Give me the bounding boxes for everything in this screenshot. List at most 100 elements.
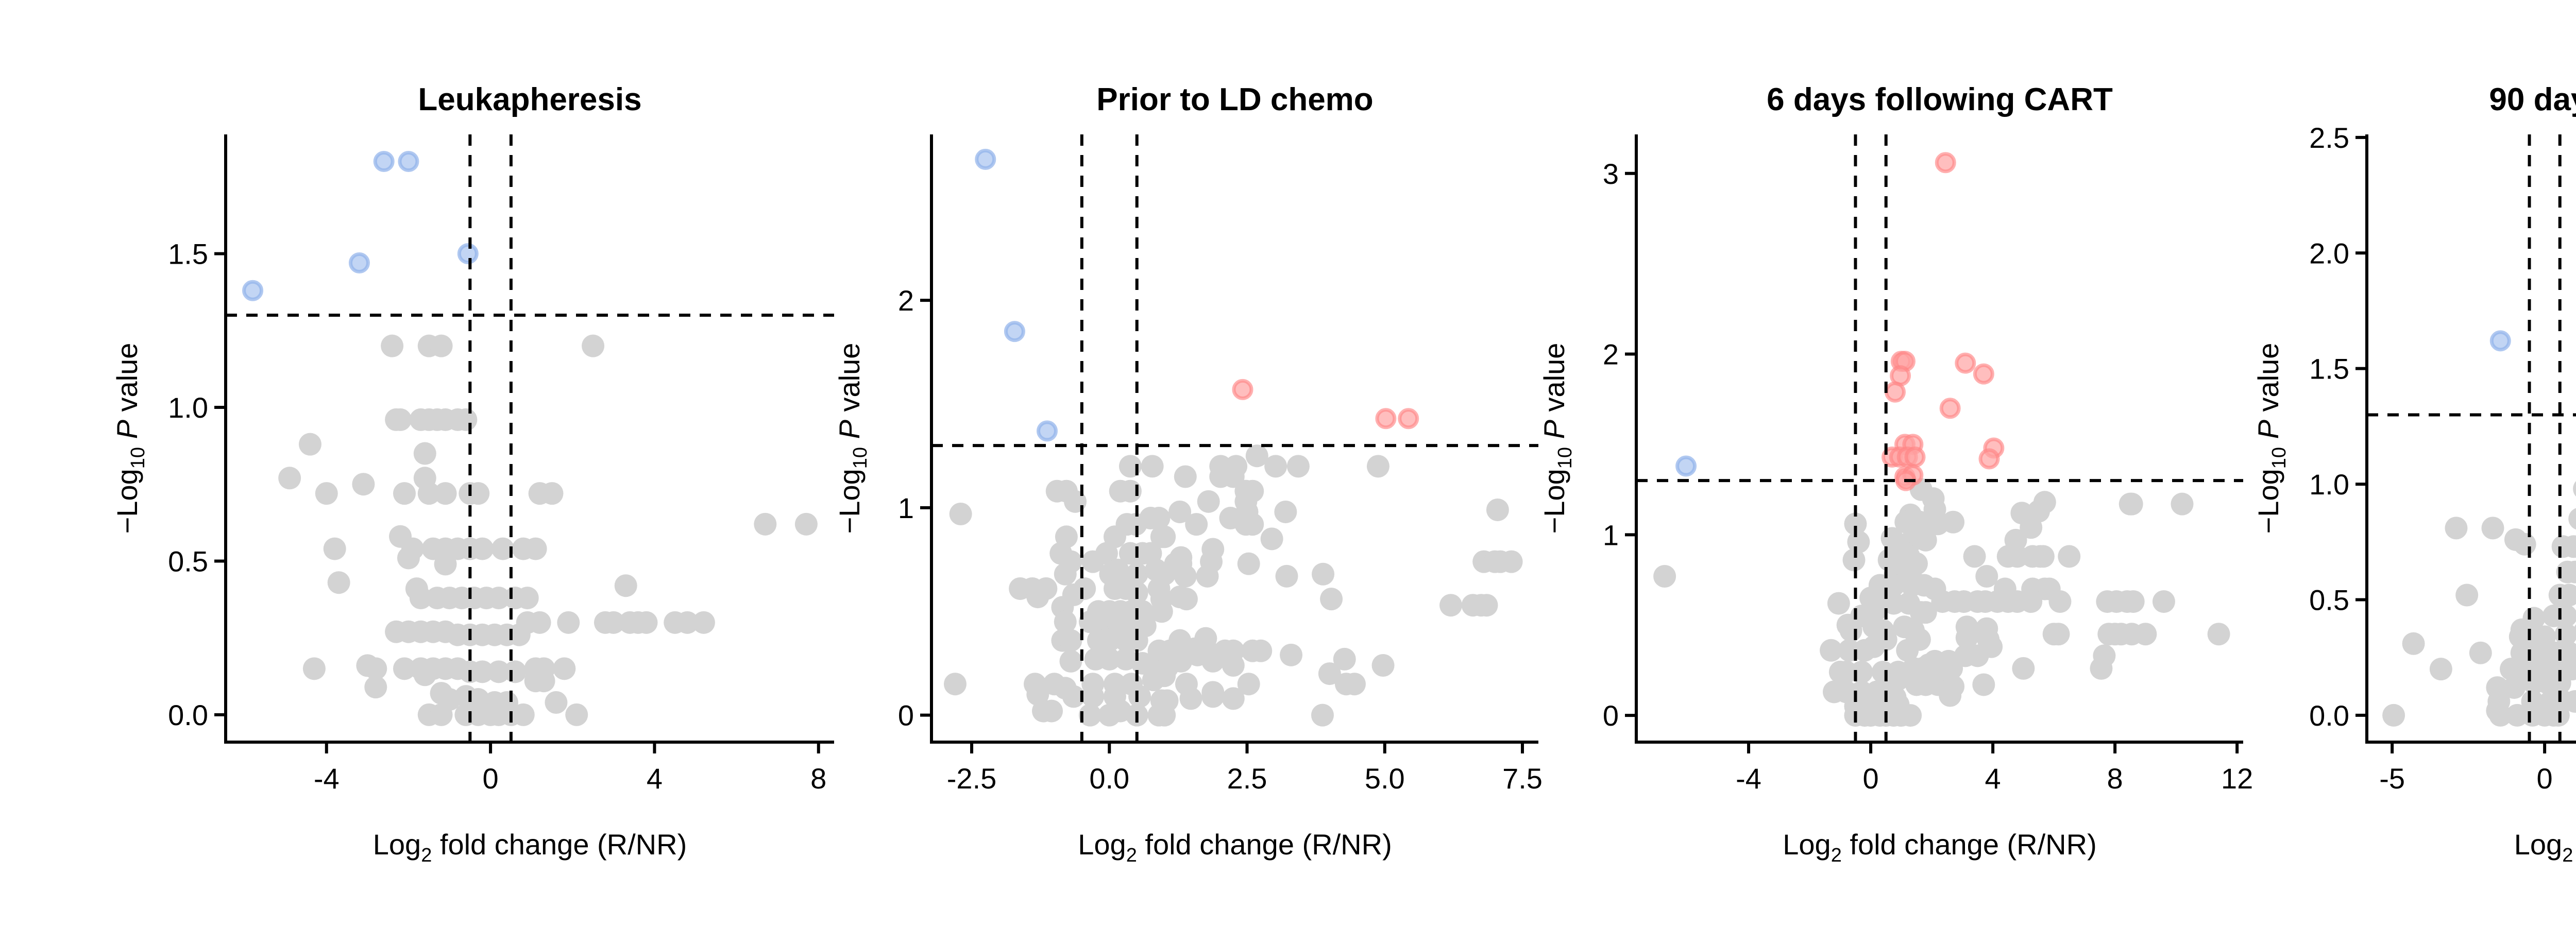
point-not-significant — [467, 482, 490, 505]
point-not-significant — [1179, 687, 1202, 710]
point-not-significant — [381, 334, 404, 357]
point-not-significant — [1908, 510, 1931, 534]
y-tick-label: 0.0 — [168, 699, 208, 731]
point-not-significant — [949, 502, 972, 525]
point-not-significant — [602, 611, 625, 634]
point-up-regulated — [1375, 408, 1397, 430]
y-tick-label: 2.5 — [2309, 122, 2349, 154]
y-tick-label: 1.5 — [168, 238, 208, 270]
y-tick-label: 0.5 — [168, 545, 208, 577]
point-not-significant — [676, 611, 699, 634]
point-not-significant — [413, 442, 436, 465]
point-not-significant — [315, 482, 338, 505]
x-tick-label: 4 — [647, 762, 663, 795]
point-not-significant — [1955, 626, 1978, 649]
y-axis-title-italic-p: P — [833, 420, 866, 439]
x-tick-label: 0.0 — [1089, 762, 1129, 795]
point-not-significant — [1040, 699, 1063, 723]
point-down-regulated — [975, 148, 996, 170]
point-not-significant — [2048, 590, 2072, 613]
point-not-significant — [1054, 610, 1077, 633]
point-not-significant — [1095, 542, 1118, 565]
point-not-significant — [2573, 624, 2576, 640]
point-not-significant — [2402, 632, 2425, 655]
point-not-significant — [2047, 623, 2070, 646]
point-up-regulated — [1939, 398, 1961, 419]
series-up — [1232, 379, 1419, 430]
point-not-significant — [1078, 703, 1101, 727]
point-not-significant — [1059, 629, 1082, 652]
point-not-significant — [1174, 564, 1197, 588]
y-axis-title: −Log10 P value — [111, 343, 149, 534]
y-tick-label: 0 — [1603, 699, 1619, 732]
point-not-significant — [397, 546, 420, 570]
point-not-significant — [1914, 528, 1937, 552]
y-axis-title-text: value — [2252, 343, 2284, 420]
point-not-significant — [409, 587, 432, 610]
point-not-significant — [454, 408, 478, 431]
y-tick-label: 2.0 — [2309, 237, 2349, 269]
point-not-significant — [528, 611, 551, 634]
x-tick-label: -4 — [1736, 762, 1761, 795]
point-not-significant — [565, 703, 588, 726]
point-not-significant — [434, 482, 457, 505]
point-not-significant — [2020, 516, 2043, 539]
point-not-significant — [2445, 517, 2468, 540]
point-not-significant — [1073, 577, 1096, 600]
point-not-significant — [1128, 685, 1151, 708]
series-down — [1675, 455, 1697, 477]
point-up-regulated — [1973, 363, 1994, 385]
point-not-significant — [2455, 583, 2479, 607]
series-ns — [943, 444, 1523, 727]
x-axis-title-text: fold change (R/NR) — [1842, 828, 2097, 861]
point-not-significant — [2171, 492, 2194, 516]
point-not-significant — [512, 703, 535, 726]
point-not-significant — [1245, 444, 1268, 468]
series-ns — [278, 334, 818, 726]
point-up-regulated — [1232, 379, 1253, 400]
point-not-significant — [1185, 513, 1208, 536]
point-not-significant — [364, 657, 387, 680]
point-not-significant — [1975, 564, 1998, 588]
x-axis-title-subscript: 2 — [1126, 845, 1137, 866]
point-down-regulated — [2489, 330, 2511, 352]
y-axis-title-text — [111, 439, 143, 447]
point-not-significant — [1320, 588, 1343, 611]
y-axis-title-text: value — [111, 343, 143, 420]
point-not-significant — [1312, 562, 1335, 586]
y-axis-title-text — [833, 439, 866, 447]
point-not-significant — [323, 537, 346, 560]
point-not-significant — [2513, 533, 2536, 556]
point-not-significant — [1201, 649, 1225, 673]
point-down-regulated — [348, 252, 370, 273]
point-not-significant — [1827, 592, 1850, 615]
point-not-significant — [635, 611, 658, 634]
point-not-significant — [1174, 465, 1197, 488]
point-not-significant — [503, 660, 527, 683]
point-not-significant — [2429, 658, 2452, 681]
point-not-significant — [2120, 492, 2143, 516]
point-not-significant — [1237, 673, 1260, 696]
point-not-significant — [1972, 673, 1995, 696]
point-up-regulated — [1884, 381, 1906, 403]
x-axis-title-text: Log — [373, 828, 421, 861]
y-axis-title-italic-p: P — [111, 420, 143, 439]
point-not-significant — [545, 691, 568, 714]
point-not-significant — [417, 482, 440, 505]
y-axis-title-text — [1538, 439, 1570, 447]
y-axis-title-subscript: 10 — [1554, 447, 1576, 469]
point-not-significant — [1850, 660, 1873, 683]
point-not-significant — [1196, 564, 1219, 588]
point-not-significant — [1260, 527, 1283, 551]
point-not-significant — [1106, 558, 1129, 581]
y-axis-title-subscript: 10 — [127, 447, 149, 469]
point-not-significant — [2152, 590, 2175, 613]
x-axis-title-text: Log — [2514, 828, 2562, 861]
x-tick-label: 2.5 — [1227, 762, 1267, 795]
y-axis-title: −Log10 P value — [833, 343, 871, 534]
point-not-significant — [2207, 623, 2230, 646]
y-tick-label: 2 — [1603, 338, 1619, 371]
point-not-significant — [516, 587, 539, 610]
point-not-significant — [393, 657, 416, 680]
point-not-significant — [1942, 510, 1965, 534]
